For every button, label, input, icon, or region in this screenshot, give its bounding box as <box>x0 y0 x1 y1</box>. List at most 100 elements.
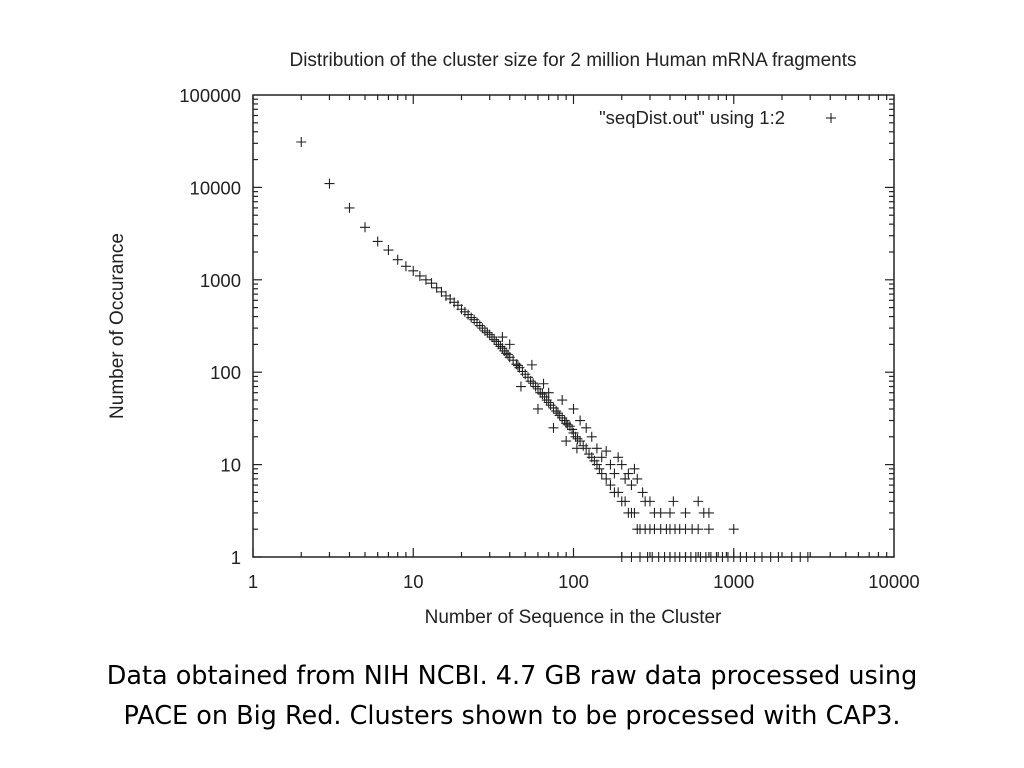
data-point <box>532 403 543 414</box>
data-point <box>535 387 546 398</box>
data-point <box>436 286 447 297</box>
data-point <box>360 222 371 233</box>
y-tick-label: 10000 <box>190 177 241 198</box>
data-point <box>632 473 643 484</box>
data-point <box>616 552 627 562</box>
data-point <box>581 443 592 454</box>
data-point <box>591 459 602 470</box>
data-point <box>568 403 579 414</box>
x-tick-label: 1000 <box>713 571 754 592</box>
data-point <box>537 389 548 400</box>
data-point <box>552 408 563 419</box>
data-point <box>605 459 616 470</box>
data-point <box>400 261 411 272</box>
slide-caption: Data obtained from NIH NCBI. 4.7 GB raw … <box>0 656 1024 736</box>
data-point <box>728 524 739 535</box>
data-point <box>489 334 500 345</box>
data-point <box>594 463 605 474</box>
data-point <box>703 507 714 518</box>
data-point <box>383 245 394 256</box>
data-point <box>655 507 666 518</box>
data-point <box>693 524 704 535</box>
data-point <box>572 433 583 444</box>
y-tick-label: 1 <box>231 547 241 568</box>
data-point <box>491 336 502 347</box>
data-point <box>426 278 437 289</box>
x-tick-label: 10000 <box>868 571 919 592</box>
data-point <box>620 496 631 507</box>
data-point <box>526 359 537 370</box>
data-point <box>703 524 714 535</box>
data-point <box>693 496 704 507</box>
data-point <box>605 480 616 491</box>
y-tick-label: 1000 <box>200 270 241 291</box>
data-point <box>324 178 335 189</box>
data-point <box>581 422 592 433</box>
y-tick-label: 100000 <box>179 85 241 106</box>
data-point <box>570 431 581 442</box>
data-point <box>344 202 355 213</box>
data-point <box>609 468 620 479</box>
data-point <box>756 552 767 562</box>
caption-line-1: Data obtained from NIH NCBI. 4.7 GB raw … <box>106 661 918 691</box>
legend-marker <box>826 113 836 123</box>
data-point <box>541 395 552 406</box>
data-point <box>571 443 582 454</box>
data-point <box>626 552 637 562</box>
data-point <box>504 339 515 350</box>
x-tick-label: 1 <box>248 571 258 592</box>
data-point <box>408 265 419 276</box>
data-point <box>530 381 541 392</box>
data-point <box>629 463 640 474</box>
data-point <box>477 323 488 334</box>
y-tick-label: 100 <box>210 362 241 383</box>
data-point <box>668 496 679 507</box>
data-point <box>586 431 597 442</box>
data-point <box>543 397 554 408</box>
data-point <box>664 507 675 518</box>
data-point <box>591 443 602 454</box>
data-point <box>557 395 568 406</box>
legend-label: "seqDist.out" using 1:2 <box>599 107 785 128</box>
y-tick-label: 10 <box>220 455 241 476</box>
data-points <box>296 136 813 562</box>
data-point <box>596 468 607 479</box>
data-point <box>515 381 526 392</box>
data-point <box>620 473 631 484</box>
data-point <box>543 387 554 398</box>
data-point <box>497 343 508 354</box>
data-point <box>554 410 565 421</box>
data-point <box>502 349 513 360</box>
data-point <box>644 496 655 507</box>
data-point <box>613 452 624 463</box>
data-point <box>392 254 403 265</box>
data-point <box>497 332 508 343</box>
data-point <box>414 270 425 281</box>
x-tick-labels: 1 10 100 1000 10000 <box>248 571 920 592</box>
data-point <box>372 236 383 247</box>
axis-ticks <box>252 95 894 558</box>
data-point <box>616 459 627 470</box>
data-point <box>562 419 573 430</box>
data-point <box>482 327 493 338</box>
data-point <box>431 282 442 293</box>
data-point <box>629 507 640 518</box>
data-point <box>548 422 559 433</box>
data-point <box>575 415 586 426</box>
data-point <box>484 329 495 340</box>
data-point <box>623 468 634 479</box>
data-point <box>538 378 549 389</box>
x-axis-label: Number of Sequence in the Cluster <box>425 607 722 628</box>
data-point <box>613 487 624 498</box>
data-point <box>486 332 497 343</box>
data-point <box>557 412 568 423</box>
y-tick-labels: 1 10 100 1000 10000 100000 <box>179 85 241 568</box>
data-point <box>525 376 536 387</box>
chart-title: Distribution of the cluster size for 2 m… <box>289 50 856 71</box>
data-point <box>626 480 637 491</box>
data-point <box>802 552 813 562</box>
data-point <box>601 473 612 484</box>
data-point <box>637 487 648 498</box>
data-point <box>786 552 797 562</box>
data-point <box>296 136 307 147</box>
